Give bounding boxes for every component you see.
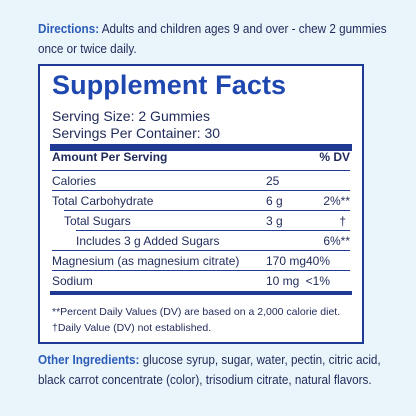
- nutrient-amount: 25: [266, 174, 280, 188]
- other-ingredients-body: glucose syrup, sugar, water, pectin, cit…: [38, 352, 381, 387]
- nutrient-amount: 6 g: [266, 194, 283, 208]
- nutrient-name: Includes 3 g Added Sugars: [76, 234, 220, 248]
- other-ingredients-label: Other Ingredients:: [38, 352, 140, 367]
- supplement-facts-panel: Supplement Facts Serving Size: 2 Gummies…: [38, 64, 364, 344]
- panel-title: Supplement Facts: [52, 70, 287, 100]
- footnote-dv-not-established: †Daily Value (DV) not established.: [52, 322, 212, 334]
- footnote-percent-dv: **Percent Daily Values (DV) are based on…: [52, 306, 341, 318]
- directions-label: Directions:: [38, 21, 100, 36]
- nutrient-row-total-carbohydrate: Total Carbohydrate 6 g 2%**: [52, 190, 350, 210]
- nutrient-name: Sodium: [52, 274, 93, 288]
- nutrient-dv: 6%**: [323, 234, 350, 248]
- directions-body: Adults and children ages 9 and over - ch…: [38, 21, 387, 56]
- thick-divider: [50, 144, 352, 151]
- nutrient-dv: <1%: [305, 274, 330, 288]
- serving-size: Serving Size: 2 Gummies: [52, 108, 210, 124]
- servings-per-container: Servings Per Container: 30: [52, 125, 221, 141]
- nutrient-row-total-sugars: Total Sugars 3 g †: [64, 210, 350, 230]
- nutrient-name: Calories: [52, 174, 97, 188]
- nutrient-amount: 170 mg: [266, 254, 307, 268]
- directions-text: Directions: Adults and children ages 9 a…: [38, 19, 410, 59]
- nutrient-amount: 10 mg: [266, 274, 300, 288]
- nutrient-row-added-sugars: Includes 3 g Added Sugars 6%**: [76, 230, 350, 250]
- header-dv: % DV: [319, 150, 350, 164]
- table-header: Amount Per Serving % DV: [52, 150, 350, 168]
- nutrient-row-calories: Calories 25: [52, 170, 350, 190]
- nutrient-dv: †: [339, 214, 346, 228]
- nutrient-name: Total Carbohydrate: [52, 194, 154, 208]
- nutrient-dv: 40%: [305, 254, 330, 268]
- nutrient-amount: 3 g: [266, 214, 283, 228]
- nutrient-name: Magnesium (as magnesium citrate): [52, 254, 240, 268]
- other-ingredients-text: Other Ingredients: glucose syrup, sugar,…: [38, 350, 410, 390]
- nutrient-row-sodium: Sodium 10 mg <1%: [52, 270, 350, 290]
- nutrient-dv: 2%**: [323, 194, 350, 208]
- header-amount: Amount Per Serving: [52, 150, 168, 164]
- nutrient-row-magnesium: Magnesium (as magnesium citrate) 170 mg …: [52, 250, 350, 270]
- nutrient-name: Total Sugars: [64, 214, 131, 228]
- bottom-divider: [50, 291, 352, 295]
